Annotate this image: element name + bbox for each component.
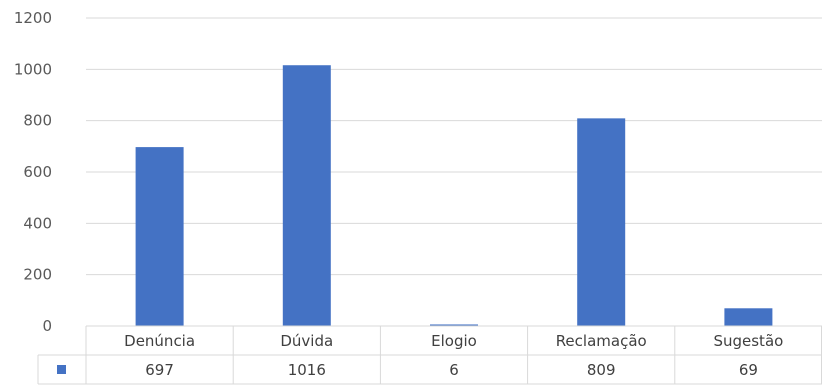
y-tick-label: 0 bbox=[42, 317, 52, 335]
bars bbox=[135, 65, 773, 327]
y-tick-label: 800 bbox=[23, 112, 52, 130]
y-tick-label: 1000 bbox=[14, 60, 52, 78]
data-value-label: 1016 bbox=[288, 361, 326, 379]
data-value-label: 6 bbox=[449, 361, 459, 379]
data-value-label: 809 bbox=[587, 361, 616, 379]
category-label: Sugestão bbox=[713, 332, 783, 350]
y-tick-label: 1200 bbox=[14, 9, 52, 27]
legend-key bbox=[57, 365, 66, 374]
category-label: Denúncia bbox=[124, 332, 195, 350]
bar-0 bbox=[135, 147, 184, 326]
bar-4 bbox=[724, 308, 773, 326]
category-label: Dúvida bbox=[280, 332, 333, 350]
data-value-label: 69 bbox=[739, 361, 758, 379]
y-tick-label: 600 bbox=[23, 163, 52, 181]
y-tick-label: 200 bbox=[23, 266, 52, 284]
data-table: Denúncia 697 Dúvida 1016 Elogio 6 Reclamação 80… bbox=[37, 325, 822, 385]
category-label: Reclamação bbox=[556, 332, 647, 350]
gridlines bbox=[86, 17, 822, 276]
bar-1 bbox=[282, 65, 331, 326]
y-tick-label: 400 bbox=[23, 214, 52, 232]
bar-3 bbox=[577, 118, 626, 327]
bar-2 bbox=[430, 324, 478, 326]
y-axis-ticks: 0 200 400 600 800 1000 1200 bbox=[14, 9, 52, 335]
category-label: Elogio bbox=[431, 332, 477, 350]
data-value-label: 697 bbox=[145, 361, 174, 379]
